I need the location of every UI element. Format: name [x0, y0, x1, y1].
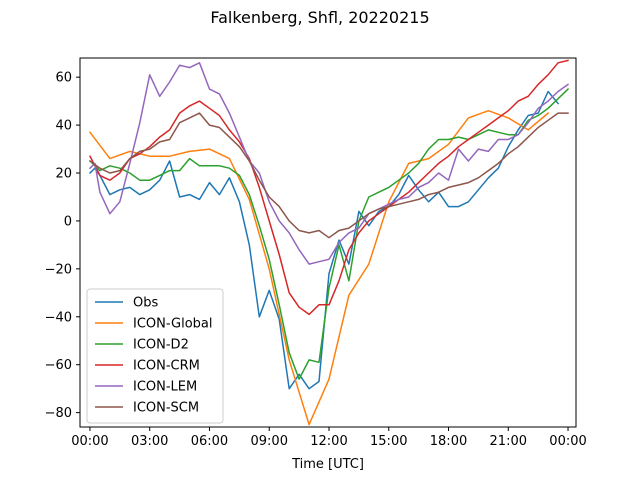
x-tick-label: 18:00 — [430, 434, 467, 449]
legend-entry: ICON-CRM — [133, 359, 200, 374]
series-line-icon-scm — [88, 112, 569, 239]
legend: Obs ICON-Global ICON-D2 ICON-CRM ICON-LEM ICO… — [86, 288, 224, 424]
series-line-icon-global — [88, 109, 550, 426]
series-line-obs — [88, 90, 560, 390]
x-tick-label: 15:00 — [370, 434, 407, 449]
x-tick-label: 21:00 — [490, 434, 527, 449]
y-tick-label: 20 — [55, 167, 72, 182]
legend-entry: ICON-LEM — [133, 380, 197, 395]
legend-entry: ICON-D2 — [133, 338, 189, 353]
y-tick-label: 0 — [64, 214, 72, 229]
series-line-icon-crm — [88, 59, 569, 316]
y-tick-label: 60 — [55, 71, 72, 86]
y-axis: −80 −60 −40 −20 0 20 40 60 — [45, 71, 80, 421]
legend-entry: ICON-SCM — [133, 401, 199, 416]
x-tick-label: 06:00 — [191, 434, 228, 449]
chart-title: Falkenberg, Shfl, 20220215 — [210, 8, 429, 27]
series-line-icon-lem — [88, 62, 570, 265]
x-tick-label: 03:00 — [131, 434, 168, 449]
y-tick-label: −80 — [45, 406, 72, 421]
x-tick-label: 12:00 — [310, 434, 347, 449]
x-axis: 00:00 03:00 06:00 09:00 12:00 15:00 18:00 21:00… — [71, 427, 587, 449]
legend-entry: ICON-Global — [133, 317, 213, 332]
y-tick-label: −40 — [45, 310, 72, 325]
y-tick-label: −20 — [45, 262, 72, 277]
series-line-icon-d2 — [88, 88, 570, 380]
y-tick-label: 40 — [55, 119, 72, 134]
x-axis-label: Time [UTC] — [291, 457, 364, 472]
plot-frame — [79, 57, 577, 428]
legend-entry: Obs — [133, 296, 158, 311]
y-tick-label: −60 — [45, 358, 72, 373]
series-layer — [88, 59, 570, 426]
x-tick-label: 09:00 — [251, 434, 288, 449]
x-tick-label: 00:00 — [71, 434, 108, 449]
x-tick-label: 00:00 — [549, 434, 586, 449]
